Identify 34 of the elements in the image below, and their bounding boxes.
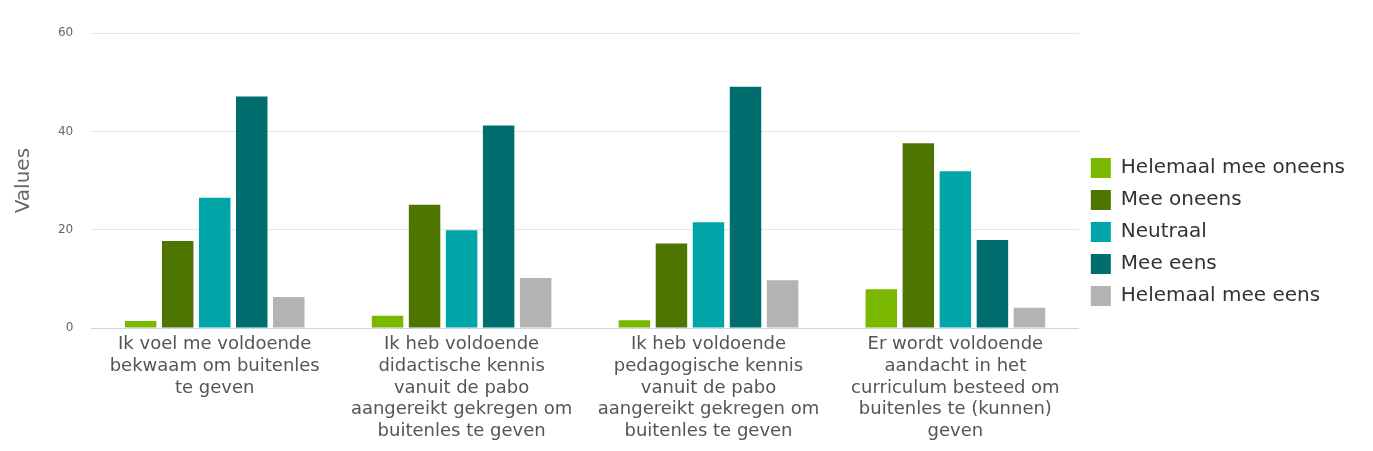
bar [236,96,268,328]
bar [976,240,1009,328]
y-tick-label: 60 [57,25,74,40]
bar [371,315,404,328]
y-tick-label: 0 [65,320,74,335]
bar [729,86,762,328]
x-tick-label: Ik voel me voldoende bekwaam om buitenles te geven [109,332,320,397]
y-tick-label: 40 [57,123,74,138]
bar [124,321,157,328]
bar [939,171,972,328]
bar [161,241,194,328]
x-tick-label: Ik heb voldoende didactische kennis vanuit de pabo aangereikt gekregen om buitenles te geven [350,332,573,440]
legend-label: Mee eens [1120,250,1217,275]
y-axis-title: Values [10,147,35,214]
bar [1013,307,1046,328]
bar [482,125,515,328]
legend-label: Mee oneens [1120,186,1242,211]
bar [198,197,231,328]
bar [692,222,725,328]
bar [408,204,441,328]
bar [618,320,651,328]
bar [273,297,305,328]
bar [902,143,935,328]
bar [445,230,478,328]
bar [655,243,688,328]
legend-label: Neutraal [1120,218,1207,243]
x-tick-label: Ik heb voldoende pedagogische kennis vanuit de pabo aangereikt gekregen om buitenles te geven [597,332,820,440]
bar [519,277,552,328]
y-tick-label: 20 [57,221,74,236]
bar [766,280,799,328]
legend-label: Helemaal mee oneens [1120,154,1346,179]
x-tick-label: Er wordt voldoende aandacht in het curriculum besteed om buitenles te (kunnen) geven [851,332,1060,440]
legend-label: Helemaal mee eens [1120,282,1321,307]
bar [865,289,898,328]
